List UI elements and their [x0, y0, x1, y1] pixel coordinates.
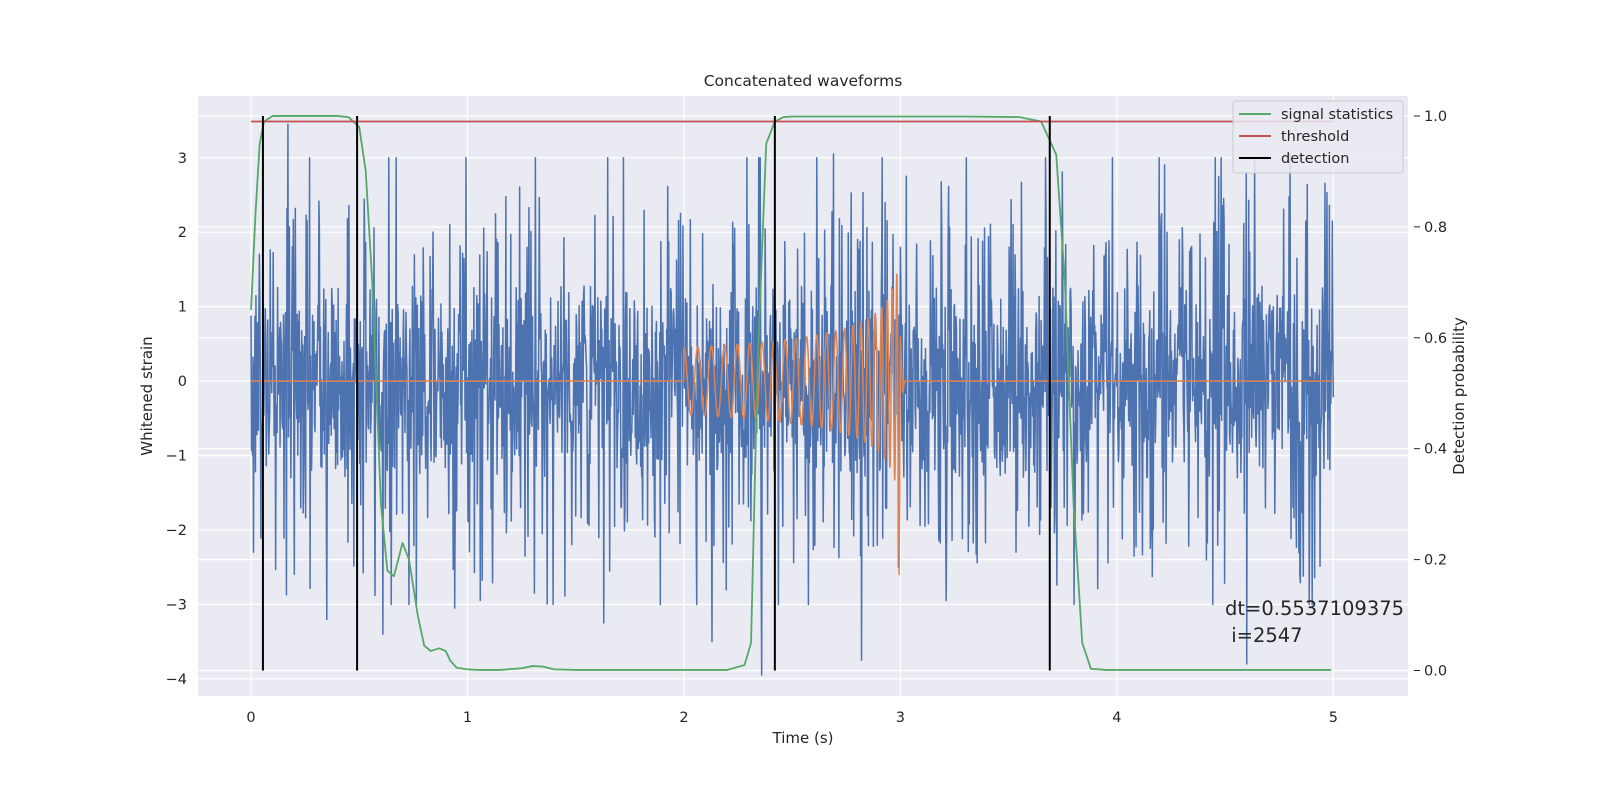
- legend-label-0: signal statistics: [1281, 107, 1393, 123]
- chart-title: Concatenated waveforms: [704, 72, 903, 90]
- legend: signal statistics threshold detection: [1232, 100, 1404, 174]
- y-tick-label-0: −4: [166, 672, 187, 688]
- y2-tick-label-1: 0.2: [1424, 553, 1447, 569]
- y-tick-label-6: 2: [178, 225, 187, 241]
- y2-tick-label-2: 0.4: [1424, 442, 1447, 458]
- x-tick-label-3: 3: [896, 710, 905, 726]
- x-tick-label-4: 4: [1112, 710, 1121, 726]
- x-tick-label-0: 0: [246, 710, 255, 726]
- y2-tick-label-4: 0.8: [1424, 220, 1447, 236]
- y2-axis-label: Detection probability: [1450, 317, 1468, 475]
- x-tick-label-5: 5: [1329, 710, 1338, 726]
- y-tick-label-2: −2: [166, 523, 187, 539]
- series-layer: [250, 115, 1335, 676]
- injected-chirp-line: [251, 273, 1334, 576]
- y2-tick-label-3: 0.6: [1424, 331, 1447, 347]
- y-tick-label-4: 0: [178, 374, 187, 390]
- y-tick-label-7: 3: [178, 151, 187, 167]
- legend-frame: [1232, 100, 1404, 174]
- x-tick-label-2: 2: [679, 710, 688, 726]
- y-tick-label-5: 1: [178, 300, 187, 316]
- annotation-line-1: dt=0.5537109375: [1225, 597, 1404, 620]
- y-tick-label-1: −3: [166, 597, 187, 613]
- y2-tick-label-5: 1.0: [1424, 109, 1447, 125]
- ticks: 0 1 2 3 4 5 −4 −3 −2 −1 0 1 2 3 0.0 0.2 0.4 0.6 0.8 1.0: [166, 109, 1447, 726]
- legend-label-2: detection: [1281, 151, 1349, 167]
- y-axis-label: Whitened strain: [138, 336, 156, 455]
- x-tick-label-1: 1: [463, 710, 472, 726]
- y2-tick-label-0: 0.0: [1424, 663, 1447, 679]
- legend-label-1: threshold: [1281, 129, 1349, 145]
- strain-noise-line: [250, 123, 1335, 676]
- annotation-line-2: i=2547: [1225, 624, 1303, 647]
- y-tick-label-3: −1: [166, 449, 187, 465]
- x-axis-label: Time (s): [772, 729, 834, 747]
